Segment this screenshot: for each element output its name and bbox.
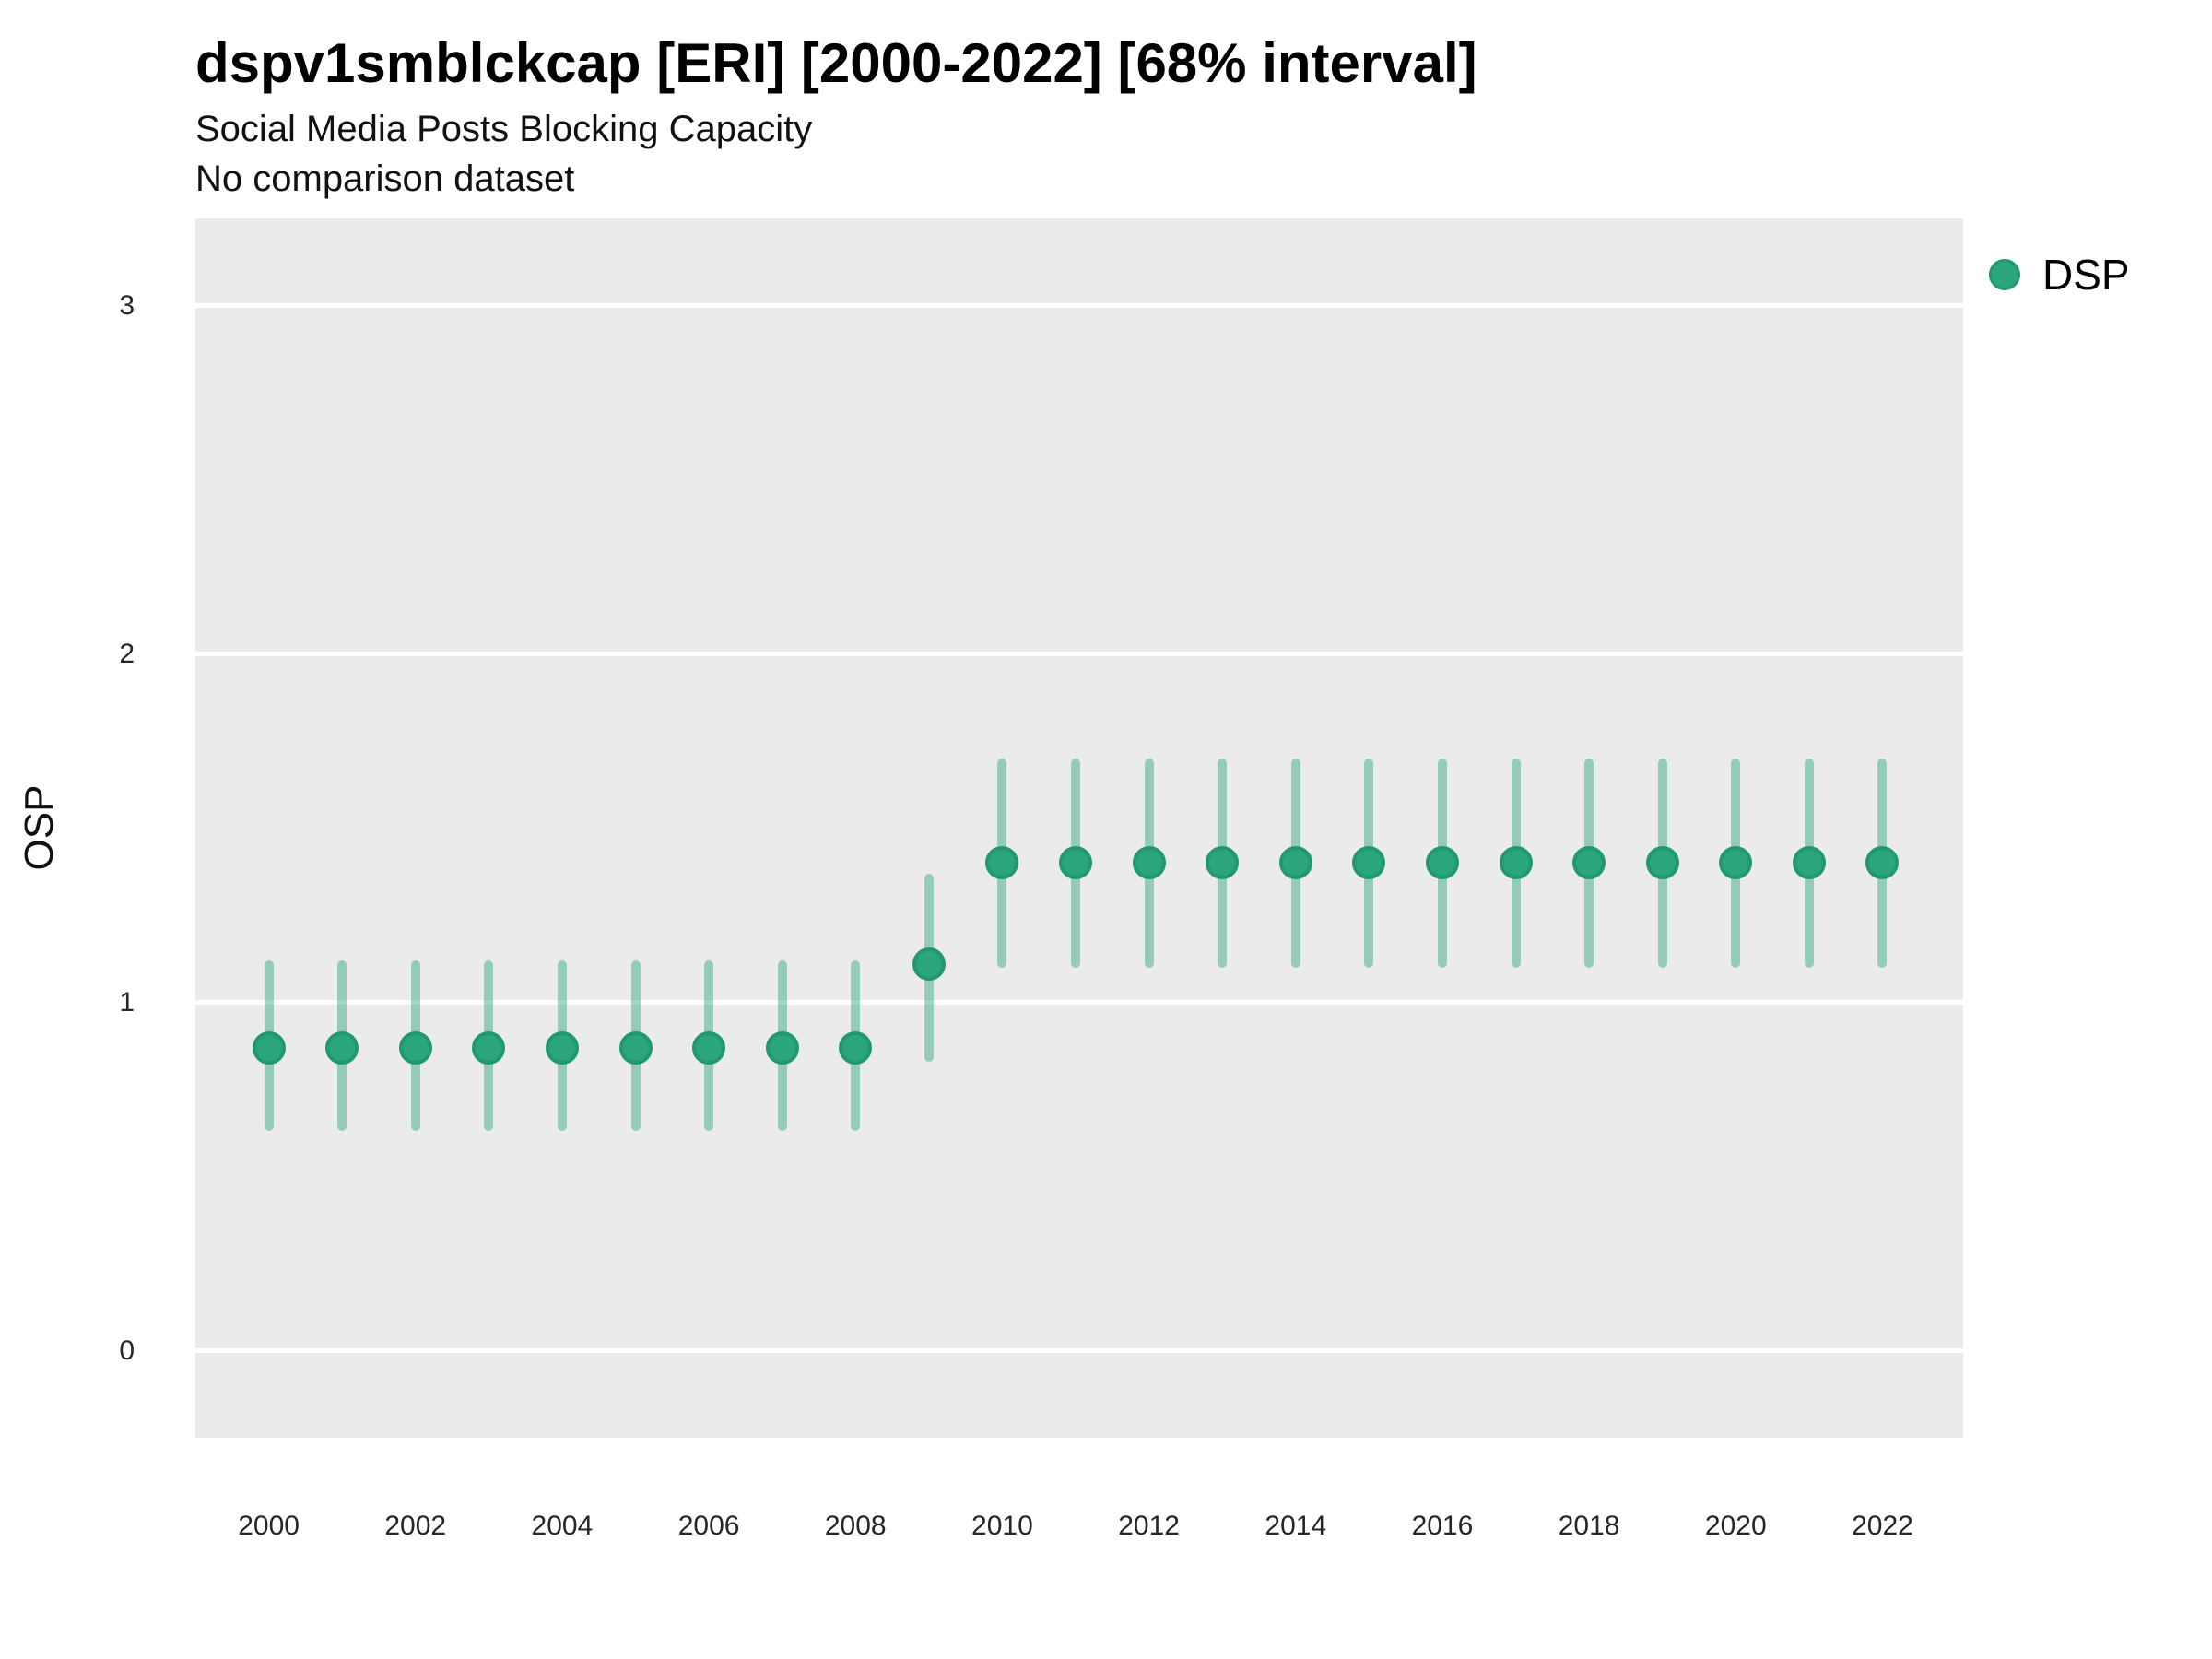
gridline-y-2 — [195, 652, 1963, 656]
data-point-2008 — [839, 1030, 873, 1065]
gridline-y-0 — [195, 1348, 1963, 1353]
data-point-2020 — [1719, 846, 1753, 880]
data-point-2007 — [765, 1030, 799, 1065]
data-point-2010 — [985, 846, 1019, 880]
gridline-y-3 — [195, 303, 1963, 308]
y-axis-title: OSP — [17, 784, 62, 871]
y-tick-label: 2 — [119, 638, 135, 669]
x-tick-label: 2020 — [1704, 1511, 1767, 1541]
legend-point-icon — [1989, 259, 2020, 290]
data-point-2004 — [545, 1030, 579, 1065]
legend-label: DSP — [2042, 251, 2130, 299]
data-point-2018 — [1572, 846, 1606, 880]
data-point-2019 — [1645, 846, 1679, 880]
x-tick-label: 2002 — [384, 1511, 447, 1541]
x-tick-label: 2006 — [677, 1511, 740, 1541]
y-tick-label: 1 — [119, 986, 135, 1018]
x-tick-label: 2012 — [1118, 1511, 1180, 1541]
data-point-2006 — [692, 1030, 726, 1065]
x-tick-label: 2010 — [971, 1511, 1033, 1541]
y-tick-label: 0 — [119, 1335, 135, 1366]
x-tick-label: 2018 — [1558, 1511, 1620, 1541]
data-point-2014 — [1278, 846, 1312, 880]
x-tick-label: 2016 — [1411, 1511, 1474, 1541]
x-tick-label: 2022 — [1852, 1511, 1913, 1541]
x-tick-label: 2004 — [531, 1511, 594, 1541]
data-point-2003 — [472, 1030, 506, 1065]
data-point-2000 — [252, 1030, 286, 1065]
y-tick-label: 3 — [119, 289, 135, 321]
data-point-2012 — [1132, 846, 1166, 880]
data-point-2001 — [325, 1030, 359, 1065]
chart-note: No comparison dataset — [195, 159, 575, 199]
data-point-2021 — [1792, 846, 1826, 880]
data-point-2017 — [1499, 846, 1533, 880]
legend: DSP — [1989, 249, 2130, 300]
data-point-2002 — [398, 1030, 432, 1065]
gridline-y-1 — [195, 1000, 1963, 1005]
chart-subtitle: Social Media Posts Blocking Capacity — [195, 109, 813, 149]
x-tick-label: 2008 — [824, 1511, 887, 1541]
x-tick-label: 2000 — [238, 1511, 300, 1541]
chart-title: dspv1smblckcap [ERI] [2000-2022] [68% in… — [195, 32, 1477, 94]
data-point-2005 — [618, 1030, 653, 1065]
data-point-2015 — [1352, 846, 1386, 880]
data-point-2016 — [1425, 846, 1459, 880]
plot-panel — [195, 218, 1963, 1438]
data-point-2013 — [1206, 846, 1240, 880]
data-point-2009 — [912, 947, 946, 981]
data-point-2011 — [1059, 846, 1093, 880]
x-tick-label: 2014 — [1265, 1511, 1327, 1541]
data-point-2022 — [1865, 846, 1900, 880]
